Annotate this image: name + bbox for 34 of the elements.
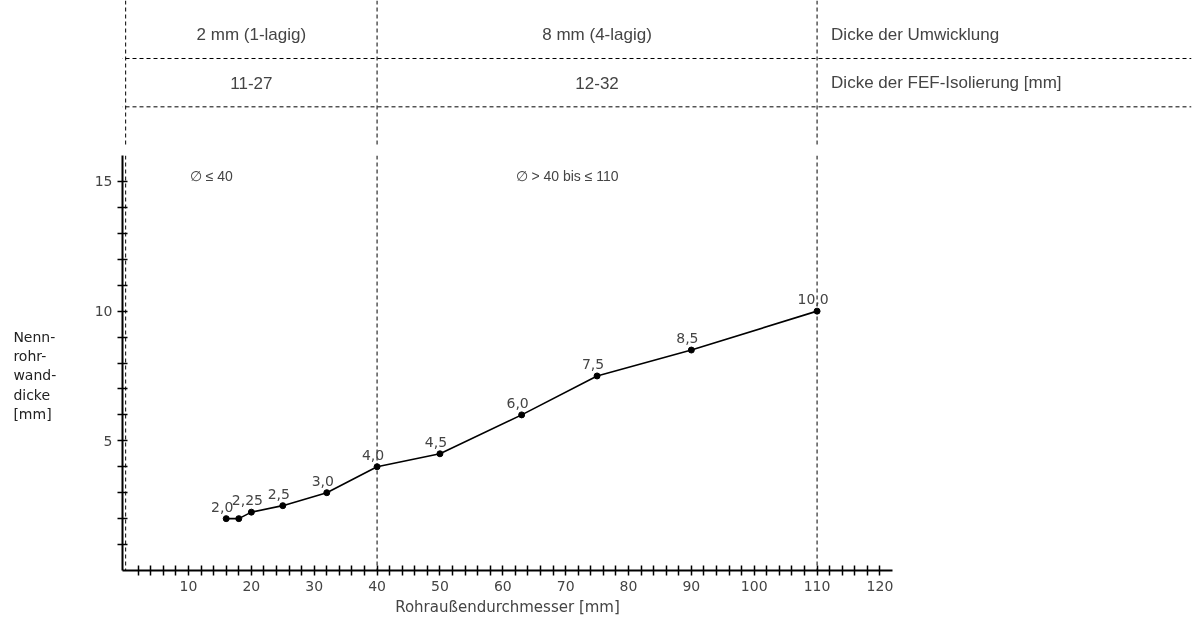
x-tick-label: 90	[682, 577, 701, 594]
x-tick-label: 20	[242, 577, 261, 594]
data-label: 7,5	[581, 355, 605, 372]
data-label: 4,5	[424, 433, 448, 450]
x-tick-label: 110	[803, 577, 831, 594]
x-tick-label: 40	[368, 577, 386, 594]
x-tick-label: 120	[866, 577, 894, 594]
y-tick-label: 10	[94, 303, 113, 320]
data-label: 4,0	[361, 446, 385, 463]
text: Dicke der Umwicklung	[831, 24, 1000, 44]
x-tick-label: 50	[431, 577, 449, 594]
data-label: 8,5	[676, 330, 699, 347]
data-label: 2,5	[267, 485, 290, 502]
x-axis-title: Rohraußendurchmesser [mm]	[395, 597, 620, 616]
data-label: 10,0	[797, 291, 829, 308]
y-axis-title: Nenn- rohr- wand- dicke [mm]	[13, 329, 57, 422]
text: 12-32	[575, 73, 619, 93]
annotation: ∅ > 40 bis ≤ 110	[515, 167, 619, 184]
data-label: 6,0	[506, 394, 529, 411]
text: 8 mm (4-lagig)	[542, 24, 652, 44]
x-tick-label: 60	[493, 577, 512, 594]
x-tick-label: 30	[305, 577, 324, 594]
text: 2 mm (1-lagig)	[196, 24, 307, 44]
x-tick-label: 10	[179, 577, 198, 594]
y-tick-label: 15	[94, 173, 113, 190]
data-label: 2,0	[211, 498, 234, 515]
x-tick-label: 70	[556, 577, 575, 594]
text: Dicke der FEF-Isolierung [mm]	[831, 73, 1062, 93]
annotation: ∅ ≤ 40	[189, 167, 234, 184]
x-tick-label: 80	[619, 577, 638, 594]
data-label: 3,0	[311, 472, 334, 489]
x-tick-label: 100	[740, 577, 768, 594]
text: 11-27	[230, 73, 273, 93]
y-tick-label: 5	[103, 432, 113, 449]
